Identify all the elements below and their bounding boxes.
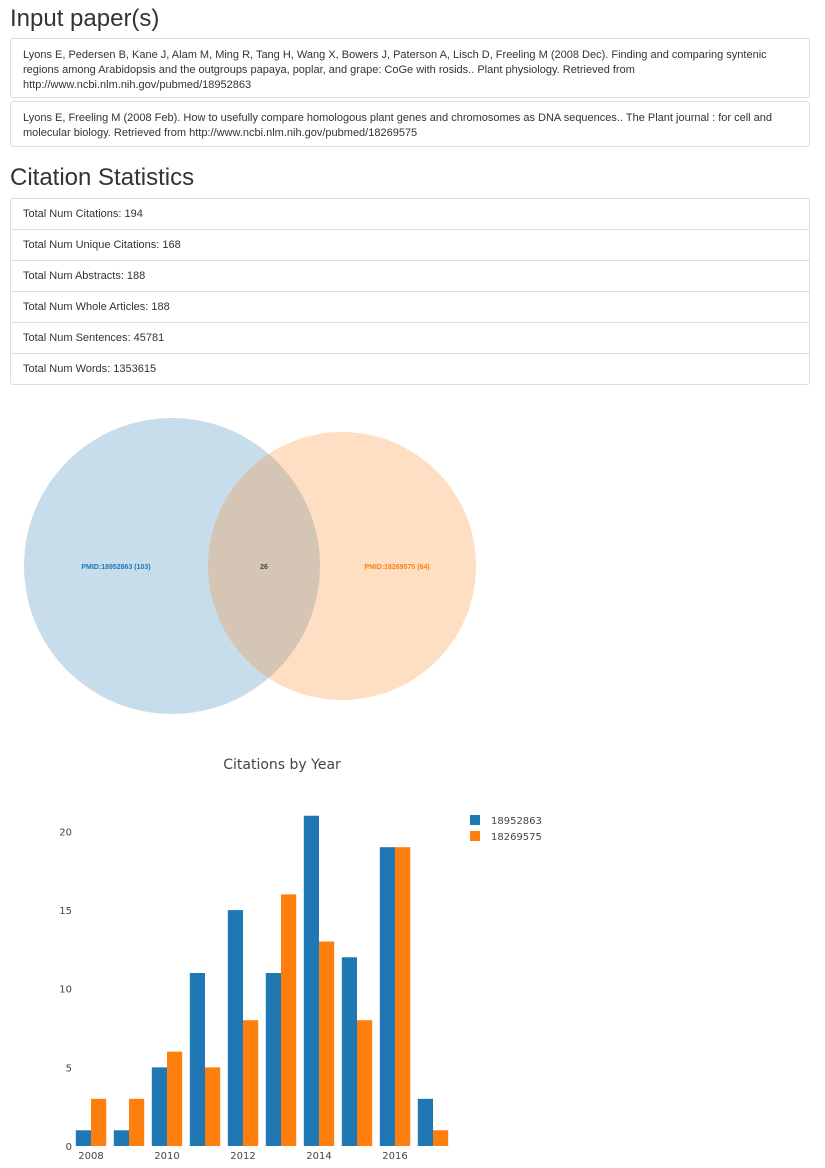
venn-circle-18952863[interactable] [24, 418, 320, 714]
y-tick-label: 0 [66, 1142, 72, 1153]
x-tick-label: 2012 [230, 1151, 255, 1162]
bar-18952863-2016[interactable] [379, 847, 395, 1146]
legend-label-18952863[interactable]: 18952863 [491, 816, 542, 827]
bar-18952863-2012[interactable] [227, 910, 243, 1146]
y-tick-label: 20 [59, 827, 72, 838]
stat-unique-citations: Total Num Unique Citations: 168 [10, 229, 810, 261]
bar-18952863-2014[interactable] [303, 815, 319, 1146]
stat-total-citations: Total Num Citations: 194 [10, 198, 810, 230]
bar-18952863-2017[interactable] [417, 1098, 433, 1146]
bar-18952863-2010[interactable] [151, 1067, 167, 1146]
y-tick-label: 15 [59, 906, 72, 917]
legend-label-18269575[interactable]: 18269575 [491, 832, 542, 843]
stat-words: Total Num Words: 1353615 [10, 353, 810, 385]
citation-statistics-heading: Citation Statistics [10, 164, 195, 191]
bar-18269575-2015[interactable] [357, 1020, 373, 1146]
venn-label-18269575: PMID:18269575 (64) [364, 564, 429, 571]
bar-18269575-2017[interactable] [433, 1130, 449, 1146]
venn-label-18952863: PMID:18952863 (103) [81, 564, 150, 571]
venn-label-overlap: 26 [260, 564, 268, 571]
chart-legend: 18952863 18269575 [470, 815, 542, 843]
x-axis-ticks: 2008 2010 2012 2014 2016 [78, 1151, 407, 1162]
bar-18269575-2014[interactable] [319, 941, 335, 1146]
stat-sentences: Total Num Sentences: 45781 [10, 322, 810, 354]
x-tick-label: 2010 [154, 1151, 179, 1162]
bar-18952863-2009[interactable] [113, 1130, 129, 1146]
bar-18952863-2013[interactable] [265, 973, 281, 1146]
bar-18269575-2013[interactable] [281, 894, 297, 1146]
stat-abstracts: Total Num Abstracts: 188 [10, 260, 810, 292]
venn-diagram: PMID:18952863 (103) 26 PMID:18269575 (64… [24, 418, 476, 714]
chart-title: Citations by Year [223, 757, 341, 773]
bar-18269575-2011[interactable] [205, 1067, 221, 1146]
chart-bars [75, 815, 449, 1146]
y-tick-label: 5 [66, 1063, 72, 1074]
x-tick-label: 2016 [382, 1151, 407, 1162]
stat-whole-articles: Total Num Whole Articles: 188 [10, 291, 810, 323]
bar-18952863-2008[interactable] [75, 1130, 91, 1146]
bar-18269575-2008[interactable] [91, 1098, 107, 1146]
y-tick-label: 10 [59, 985, 72, 996]
bar-18269575-2010[interactable] [167, 1051, 183, 1146]
venn-circle-18269575[interactable] [208, 432, 476, 700]
y-axis-ticks: 0 5 10 15 20 [59, 827, 72, 1153]
paper-item: Lyons E, Pedersen B, Kane J, Alam M, Min… [10, 38, 810, 98]
paper-item: Lyons E, Freeling M (2008 Feb). How to u… [10, 101, 810, 147]
bar-18269575-2009[interactable] [129, 1098, 145, 1146]
input-papers-heading: Input paper(s) [10, 5, 160, 32]
bar-18269575-2016[interactable] [395, 847, 411, 1146]
legend-swatch-18952863[interactable] [470, 815, 480, 825]
bar-18952863-2011[interactable] [189, 973, 205, 1146]
x-tick-label: 2008 [78, 1151, 103, 1162]
bar-18269575-2012[interactable] [243, 1020, 259, 1146]
bar-18952863-2015[interactable] [341, 957, 357, 1146]
x-tick-label: 2014 [306, 1151, 331, 1162]
citation-stats-list: Total Num Citations: 194 Total Num Uniqu… [10, 198, 810, 385]
input-papers-list: Lyons E, Pedersen B, Kane J, Alam M, Min… [10, 38, 810, 150]
legend-swatch-18269575[interactable] [470, 831, 480, 841]
